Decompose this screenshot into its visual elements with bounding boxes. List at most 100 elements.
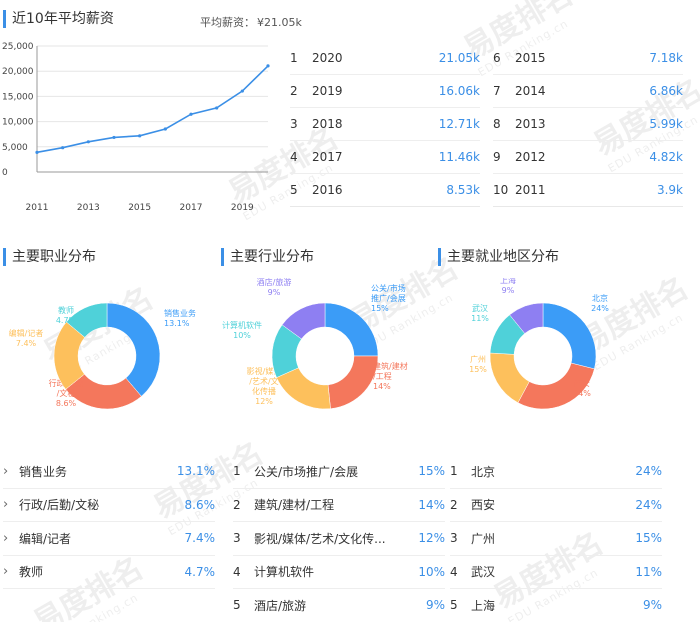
year-rank: 10 [493,183,509,197]
y-tick-label: 0 [2,168,8,178]
x-tick-label: 2015 [128,203,151,213]
salary-data-point [240,89,244,93]
year-salary: 4.82k [649,150,683,164]
list-item[interactable]: › 销售业务 13.1% [3,455,215,489]
year-row: 7 2014 6.86k [493,75,683,108]
list-rank: 5 [450,598,458,613]
year-rank: 9 [493,150,501,164]
donut-value-label: 15% [469,365,487,374]
list-item-percent: 14% [418,497,445,512]
list-rank: 4 [450,564,458,579]
donut-label-text: 公关/市场 [371,283,406,293]
donut-value-label: 24% [573,389,591,398]
y-tick-label: 25,000 [2,42,34,52]
list-item: 4 计算机软件 10% [233,556,445,589]
list-item: 1 公关/市场推广/会展 15% [233,455,445,489]
chevron-right-icon: › [3,497,9,513]
list-item-percent: 9% [425,598,445,613]
donut-label-text: 影视/媒体 [247,366,282,376]
donut-label-text: 广州 [470,354,486,364]
list-item-percent: 4.7% [184,564,216,579]
average-salary-label: 平均薪资： [200,16,255,29]
list-item: 3 广州 15% [450,522,662,556]
y-tick-label: 15,000 [2,92,34,102]
year-row: 6 2015 7.18k [493,42,683,75]
donut-label-text: /工程 [373,372,392,381]
region-list: 1 北京 24% 2 西安 24% 3 广州 15% 4 武汉 11% 5 上海 9% [450,455,662,622]
salary-data-point [266,64,270,68]
list-item: 2 建筑/建材/工程 14% [233,489,445,522]
industry-section-title: 主要行业分布 [221,248,314,266]
year-label: 2017 [312,150,343,164]
list-rank: 5 [233,598,241,613]
list-item: 3 影视/媒体/艺术/文化传... 12% [233,522,445,556]
year-row: 1 2020 21.05k [290,42,480,75]
occupation-section-title: 主要职业分布 [3,248,96,266]
x-tick-label: 2019 [231,203,254,213]
year-table-right: 6 2015 7.18k 7 2014 6.86k 8 2013 5.99k 9 2012 4.82k… [493,42,683,207]
industry-list: 1 公关/市场推广/会展 15% 2 建筑/建材/工程 14% 3 影视/媒体/艺术/文化传.… [233,455,445,622]
year-salary: 12.71k [438,117,480,131]
year-label: 2020 [312,51,343,65]
donut-label-text: 西安 [574,378,590,388]
y-tick-label: 5,000 [2,143,28,153]
list-item[interactable]: › 编辑/记者 7.4% [3,522,215,556]
list-rank: 2 [233,497,241,512]
salary-data-point [138,134,142,138]
donut-value-label: 15% [371,304,389,313]
salary-line-chart: 0 5,000 10,000 15,000 20,000 25,000 2011 2013 2… [2,42,270,213]
list-item-name: 西安 [471,498,496,513]
year-rank: 1 [290,51,298,65]
list-item-name: 编辑/记者 [19,531,72,546]
salary-data-point [215,106,219,110]
list-item-name: 武汉 [471,565,496,580]
x-tick-label: 2011 [26,203,49,213]
year-label: 2019 [312,84,343,98]
year-rank: 7 [493,84,501,98]
average-salary-value: ¥21.05k [257,16,302,29]
year-label: 2018 [312,117,343,131]
year-rank: 8 [493,117,501,131]
year-row: 9 2012 4.82k [493,141,683,174]
year-label: 2015 [515,51,546,65]
list-item-percent: 13.1% [176,464,215,479]
list-item: 2 西安 24% [450,489,662,522]
year-label: 2014 [515,84,546,98]
list-item-percent: 24% [635,497,662,512]
salary-section-title: 近10年平均薪资 [3,10,114,28]
year-row: 3 2018 12.71k [290,108,480,141]
salary-data-point [163,127,167,131]
donut-label-text: 北京 [592,293,608,303]
salary-data-point [189,112,193,116]
donut-label: 上海9% [500,278,516,295]
list-item-name: 教师 [19,565,44,580]
x-tick-label: 2013 [77,203,100,213]
region-section-title: 主要就业地区分布 [438,248,559,266]
average-salary: 平均薪资： ¥21.05k [198,14,302,30]
list-item-name: 公关/市场推广/会展 [254,464,359,479]
donut-label-text: 武汉 [472,303,488,313]
list-item-percent: 11% [635,564,662,579]
list-item-name: 北京 [471,464,496,479]
list-rank: 1 [233,464,241,479]
donut-value-label: 8.6% [56,399,77,408]
year-salary: 6.86k [649,84,683,98]
list-item-name: 计算机软件 [254,565,315,580]
donut-slice [66,302,108,338]
donut-label-text: 计算机软件 [222,320,262,330]
list-rank: 3 [233,531,241,546]
year-salary: 21.05k [438,51,480,65]
list-item[interactable]: › 行政/后勤/文秘 8.6% [3,489,215,522]
donut-value-label: 4.7% [56,316,77,325]
donut-label-text: 推广/会展 [371,293,406,303]
salary-series-line [36,65,269,154]
list-item[interactable]: › 教师 4.7% [3,556,216,589]
